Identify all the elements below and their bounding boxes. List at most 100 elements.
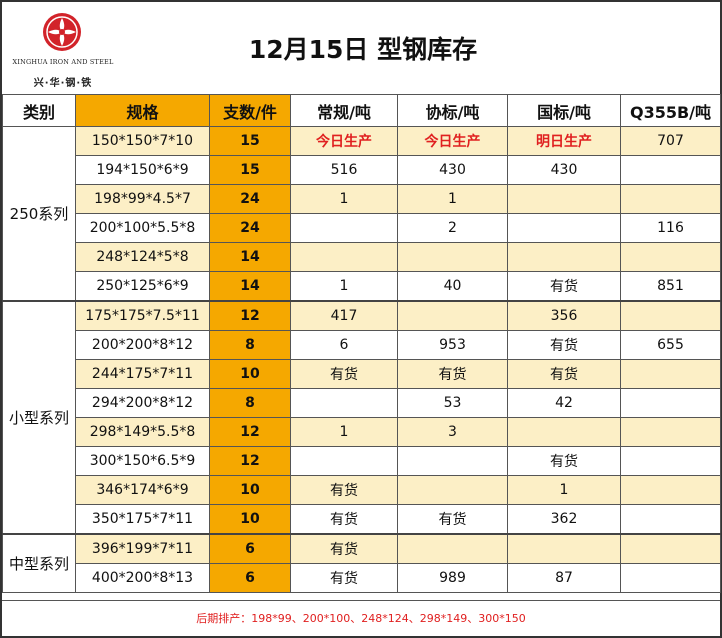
agreement-standard-cell: 989 [397, 563, 508, 593]
q355b-cell: 707 [620, 126, 721, 156]
page-title: 12月15日 型钢库存 [248, 35, 478, 64]
agreement-standard-cell: 430 [397, 155, 508, 185]
conventional-cell [290, 446, 398, 476]
table-row: 中型系列 396*199*7*11 6 有货 [2, 533, 721, 593]
conventional-cell: 1 [290, 417, 398, 447]
national-standard-cell: 1 [507, 475, 621, 505]
agreement-standard-cell: 2 [397, 213, 508, 243]
header-q355b: Q355B/吨 [620, 94, 721, 127]
header: XINGHUA IRON AND STEEL 兴·华·钢·铁 12月15日 型钢… [2, 2, 720, 94]
national-standard-cell: 430 [507, 155, 621, 185]
agreement-standard-cell: 40 [397, 271, 508, 302]
agreement-standard-cell [397, 300, 508, 331]
qty-cell: 8 [209, 330, 291, 360]
national-standard-cell: 87 [507, 563, 621, 593]
agreement-standard-cell: 有货 [397, 359, 508, 389]
conventional-cell [290, 213, 398, 243]
agreement-standard-cell [397, 475, 508, 505]
header-qty: 支数/件 [209, 94, 291, 127]
conventional-cell: 516 [290, 155, 398, 185]
spec-cell: 346*174*6*9 [75, 475, 210, 505]
conventional-cell: 1 [290, 271, 398, 302]
category-cell: 小型系列 [2, 300, 76, 535]
xinghua-emblem-icon [43, 13, 81, 51]
national-standard-cell: 明日生产 [507, 126, 621, 156]
agreement-standard-cell [397, 446, 508, 476]
spec-cell: 400*200*8*13 [75, 563, 210, 593]
spec-cell: 194*150*6*9 [75, 155, 210, 185]
table-row: 194*150*6*9 15 516 430 430 [3, 155, 721, 185]
national-standard-cell: 356 [507, 300, 621, 331]
table-row: 346*174*6*9 10 有货 1 [3, 475, 721, 505]
q355b-cell [620, 359, 721, 389]
q355b-cell: 116 [620, 213, 721, 243]
conventional-cell [290, 242, 398, 272]
spec-cell: 350*175*7*11 [75, 504, 210, 535]
qty-cell: 12 [209, 417, 291, 447]
agreement-standard-cell: 1 [397, 184, 508, 214]
spec-cell: 300*150*6.5*9 [75, 446, 210, 476]
spec-cell: 244*175*7*11 [75, 359, 210, 389]
spec-cell: 200*100*5.5*8 [75, 213, 210, 243]
national-standard-cell [507, 242, 621, 272]
agreement-standard-cell: 953 [397, 330, 508, 360]
spec-cell: 175*175*7.5*11 [75, 300, 210, 331]
qty-cell: 24 [209, 184, 291, 214]
q355b-cell [620, 242, 721, 272]
conventional-cell: 有货 [290, 563, 398, 593]
qty-cell: 14 [209, 242, 291, 272]
q355b-cell [620, 446, 721, 476]
table-row: 298*149*5.5*8 12 1 3 [3, 417, 721, 447]
category-cell: 中型系列 [2, 533, 76, 593]
header-category: 类别 [2, 94, 76, 127]
q355b-cell [620, 533, 721, 564]
agreement-standard-cell [397, 242, 508, 272]
table-header-row: 类别 规格 支数/件 常规/吨 协标/吨 国标/吨 Q355B/吨 [2, 94, 721, 127]
table-row: 250系列 150*150*7*10 15 今日生产 今日生产 明日生产 707 [2, 126, 721, 302]
table-row: 198*99*4.5*7 24 1 1 [3, 184, 721, 214]
q355b-cell: 655 [620, 330, 721, 360]
spec-cell: 150*150*7*10 [75, 126, 210, 156]
qty-cell: 12 [209, 446, 291, 476]
q355b-cell [620, 417, 721, 447]
conventional-cell: 有货 [290, 504, 398, 535]
table-row: 244*175*7*11 10 有货 有货 有货 [3, 359, 721, 389]
national-standard-cell: 有货 [507, 359, 621, 389]
spec-cell: 198*99*4.5*7 [75, 184, 210, 214]
qty-cell: 10 [209, 359, 291, 389]
q355b-cell [620, 155, 721, 185]
agreement-standard-cell: 今日生产 [397, 126, 508, 156]
conventional-cell: 1 [290, 184, 398, 214]
logo-english-text: XINGHUA IRON AND STEEL [12, 58, 114, 66]
national-standard-cell: 362 [507, 504, 621, 535]
national-standard-cell [507, 417, 621, 447]
company-logo: XINGHUA IRON AND STEEL 兴·华·钢·铁 [8, 8, 118, 92]
table-row: 294*200*8*12 8 53 42 [3, 388, 721, 418]
inventory-table: 类别 规格 支数/件 常规/吨 协标/吨 国标/吨 Q355B/吨 250系列 1… [2, 94, 721, 593]
spec-cell: 396*199*7*11 [75, 533, 210, 564]
conventional-cell [290, 388, 398, 418]
conventional-cell: 有货 [290, 533, 398, 564]
qty-cell: 6 [209, 533, 291, 564]
qty-cell: 15 [209, 155, 291, 185]
spec-cell: 294*200*8*12 [75, 388, 210, 418]
header-spec: 规格 [75, 94, 210, 127]
qty-cell: 6 [209, 563, 291, 593]
qty-cell: 14 [209, 271, 291, 302]
conventional-cell: 有货 [290, 359, 398, 389]
conventional-cell: 今日生产 [290, 126, 398, 156]
spec-cell: 248*124*5*8 [75, 242, 210, 272]
national-standard-cell [507, 533, 621, 564]
agreement-standard-cell: 有货 [397, 504, 508, 535]
national-standard-cell [507, 184, 621, 214]
national-standard-cell: 有货 [507, 446, 621, 476]
table-row: 200*200*8*12 8 6 953 有货 655 [3, 330, 721, 360]
spec-cell: 250*125*6*9 [75, 271, 210, 302]
spec-cell: 298*149*5.5*8 [75, 417, 210, 447]
table-row: 350*175*7*11 10 有货 有货 362 [3, 504, 721, 535]
conventional-cell: 6 [290, 330, 398, 360]
qty-cell: 8 [209, 388, 291, 418]
header-conventional: 常规/吨 [290, 94, 398, 127]
logo-chinese-text: 兴·华·钢·铁 [33, 78, 93, 89]
